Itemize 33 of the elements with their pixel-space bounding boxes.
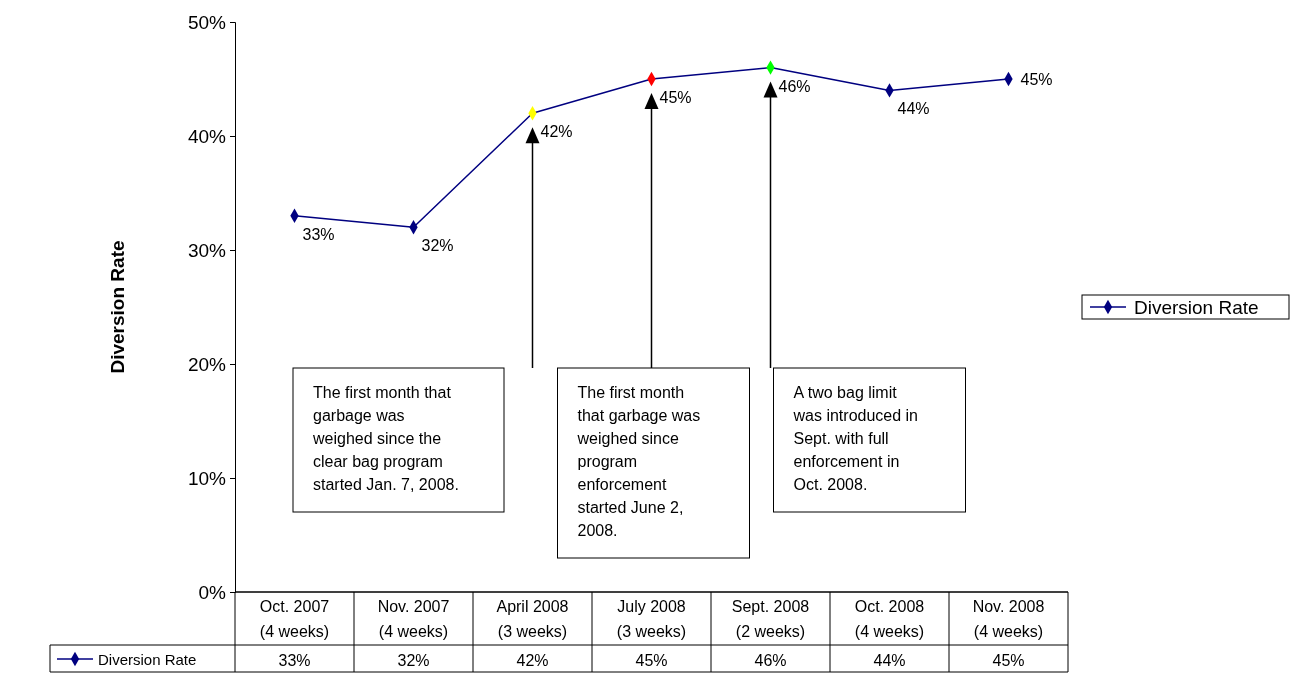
x-tick-label: Oct. 2007 (4 weeks) <box>259 598 330 640</box>
x-tick-label: Oct. 2008 (4 weeks) <box>854 598 925 640</box>
text: 42% <box>540 123 573 141</box>
y-tick-label: 10% <box>187 467 227 489</box>
data-label: 32% <box>397 652 430 669</box>
y-tick-label: 20% <box>187 353 227 375</box>
data-label: 33% <box>278 652 311 669</box>
legend-label: Diversion Rate <box>1134 297 1259 318</box>
data-label: 44% <box>873 652 906 669</box>
annotation: The first month that garbage was weighed since program enforcement started June 2, 2008. <box>576 384 701 539</box>
annotation: A two bag limit was introduced in Sept. with full enforcement in Oct. 2008. <box>792 384 919 493</box>
x-tick-label: July 2008 (3 weeks) <box>616 598 687 640</box>
text: 32% <box>421 237 454 255</box>
y-axis-title: Diversion Rate <box>107 240 128 374</box>
annotation: The first month that garbage was weighed since the clear bag program started Jan. 7, 2008. <box>312 384 459 493</box>
text: 44% <box>897 100 930 118</box>
x-tick-label: April 2008 (3 weeks) <box>496 598 569 640</box>
text: 45% <box>659 89 692 106</box>
data-label: 42% <box>516 652 549 669</box>
text: 33% <box>302 225 335 243</box>
text: Diversion Rate <box>98 651 197 668</box>
data-label: 45% <box>992 652 1025 669</box>
y-tick-label: 40% <box>187 125 227 147</box>
data-label: 46% <box>754 652 787 669</box>
x-tick-label: Sept. 2008 (2 weeks) <box>731 598 810 640</box>
data-label: 45% <box>635 652 668 669</box>
y-tick-label: 30% <box>187 239 227 261</box>
x-tick-label: Nov. 2008 (4 weeks) <box>972 598 1045 640</box>
text: 46% <box>778 77 811 95</box>
y-tick-label: 50% <box>187 11 227 33</box>
text: 45% <box>1020 71 1053 88</box>
x-tick-label: Nov. 2007 (4 weeks) <box>377 598 450 640</box>
y-tick-label: 0% <box>198 581 227 603</box>
